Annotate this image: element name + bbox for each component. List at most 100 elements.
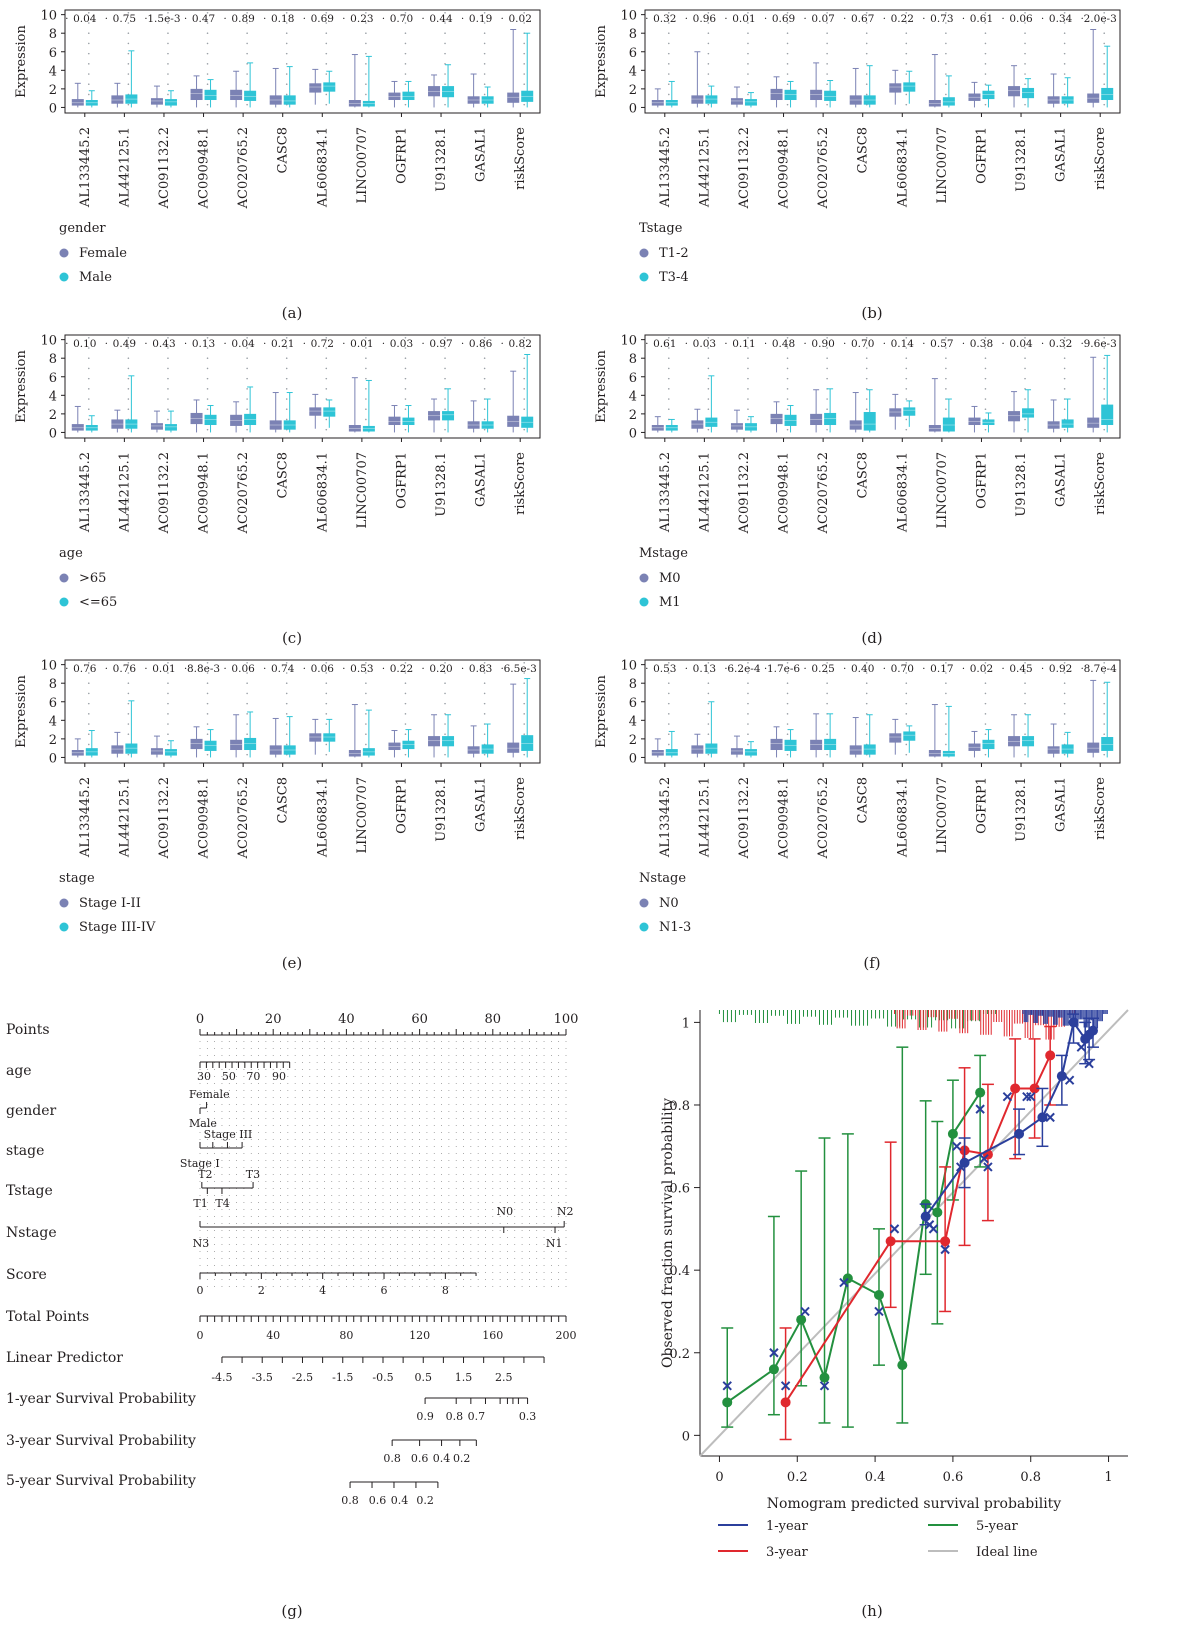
x-category-label: AL606834.1 <box>895 777 910 858</box>
grid-dot <box>285 83 288 86</box>
legend-swatch <box>59 922 69 932</box>
grid-dot <box>1103 63 1106 65</box>
grid-dot <box>87 723 90 725</box>
x-category-label: AL133445.2 <box>78 127 93 208</box>
grid-dot <box>984 702 987 705</box>
points-tick-label: 60 <box>411 1012 428 1027</box>
grid-dot <box>707 103 710 106</box>
box-iqr <box>705 743 718 754</box>
grid-dot <box>945 83 947 86</box>
grid-dot <box>945 692 947 695</box>
p-value-label: 0.73 <box>930 13 953 25</box>
p-value-dot: · <box>685 14 688 25</box>
bootstrap-cross <box>769 1348 779 1358</box>
grid-dot <box>667 22 670 24</box>
grid-dot <box>285 733 288 736</box>
grid-dot <box>945 682 947 684</box>
grid-dot <box>206 692 209 695</box>
x-category-label: AC020765.2 <box>816 127 831 209</box>
grid-dot <box>1063 661 1066 664</box>
grid-dot <box>127 336 130 339</box>
box-iqr <box>230 89 243 101</box>
grid-dot <box>87 702 90 705</box>
grid-dot <box>87 672 90 674</box>
p-value-label: 0.92 <box>1049 663 1072 675</box>
grid-dot <box>1024 11 1026 14</box>
calibration-point <box>920 1211 931 1222</box>
grid-dot <box>206 357 209 359</box>
p-value-dot: · <box>263 14 266 25</box>
calibration-point <box>940 1236 951 1247</box>
y-tick-label: 0 <box>49 101 57 116</box>
grid-dot <box>667 93 670 96</box>
grid-dot <box>404 661 407 664</box>
grid-dot <box>246 32 248 34</box>
legend-swatch <box>639 597 649 607</box>
legend-title: gender <box>59 221 106 236</box>
grid-dot <box>786 692 789 695</box>
grid-dot <box>404 733 407 736</box>
y-tick-label: 0 <box>49 751 57 766</box>
grid-dot <box>523 428 526 431</box>
p-value-label: 0.44 <box>429 13 453 25</box>
calibration-point <box>1014 1128 1025 1139</box>
legend-swatch <box>59 597 69 607</box>
box-iqr <box>309 83 322 93</box>
box-iqr <box>507 92 520 103</box>
box-iqr <box>1008 411 1021 422</box>
grid-dot <box>325 11 328 14</box>
grid-dot <box>707 22 710 24</box>
grid-dot <box>325 661 328 664</box>
grid-dot <box>404 723 407 725</box>
y-tick-label: 0.8 <box>669 1099 690 1114</box>
x-category-label: AC091132.2 <box>157 452 172 534</box>
p-value-label: 0.03 <box>693 338 716 350</box>
grid-dot <box>945 52 947 55</box>
grid-dot <box>747 377 749 380</box>
x-category-label: AC020765.2 <box>816 452 831 534</box>
grid-dot <box>87 93 90 96</box>
grid-dot <box>786 83 789 86</box>
grid-dot <box>667 347 670 349</box>
p-value-dot: · <box>645 339 648 350</box>
grid-dot <box>127 388 130 390</box>
legend-swatch <box>639 248 649 258</box>
grid-dot <box>87 336 90 339</box>
grid-dot <box>865 377 868 380</box>
grid-dot <box>826 42 828 45</box>
grid-dot <box>667 743 670 746</box>
grid-dot <box>206 336 209 339</box>
grid-dot <box>325 357 328 359</box>
grid-dot <box>444 367 446 370</box>
points-tick-label: 20 <box>265 1012 282 1027</box>
grid-dot <box>1063 723 1066 725</box>
y-axis-label: Expression <box>594 25 609 98</box>
p-value-dot: · <box>421 14 424 25</box>
y-axis-label: Expression <box>14 25 29 98</box>
grid-dot <box>87 661 90 664</box>
x-category-label: AL442125.1 <box>117 452 132 533</box>
grid-dot <box>1063 388 1066 390</box>
x-category-label: U91328.1 <box>434 777 449 842</box>
p-value-dot: · <box>962 664 965 675</box>
legend-swatch <box>59 898 69 908</box>
box-iqr <box>402 740 415 750</box>
grid-dot <box>786 428 789 431</box>
grid-dot <box>325 672 328 674</box>
grid-dot <box>444 428 446 431</box>
grid-dot <box>365 63 367 65</box>
grid-dot <box>127 661 130 664</box>
grid-dot <box>444 22 446 24</box>
grid-dot <box>707 692 710 695</box>
grid-dot <box>1024 83 1026 86</box>
legend-entry: 1-year <box>766 1519 808 1534</box>
grid-dot <box>786 52 789 55</box>
grid-dot <box>826 63 828 65</box>
grid-dot <box>905 336 908 339</box>
grid-dot <box>483 42 486 45</box>
grid-dot <box>905 661 908 664</box>
lp-label: -3.5 <box>252 1371 273 1384</box>
grid-dot <box>1024 52 1026 55</box>
box-iqr <box>323 407 336 417</box>
